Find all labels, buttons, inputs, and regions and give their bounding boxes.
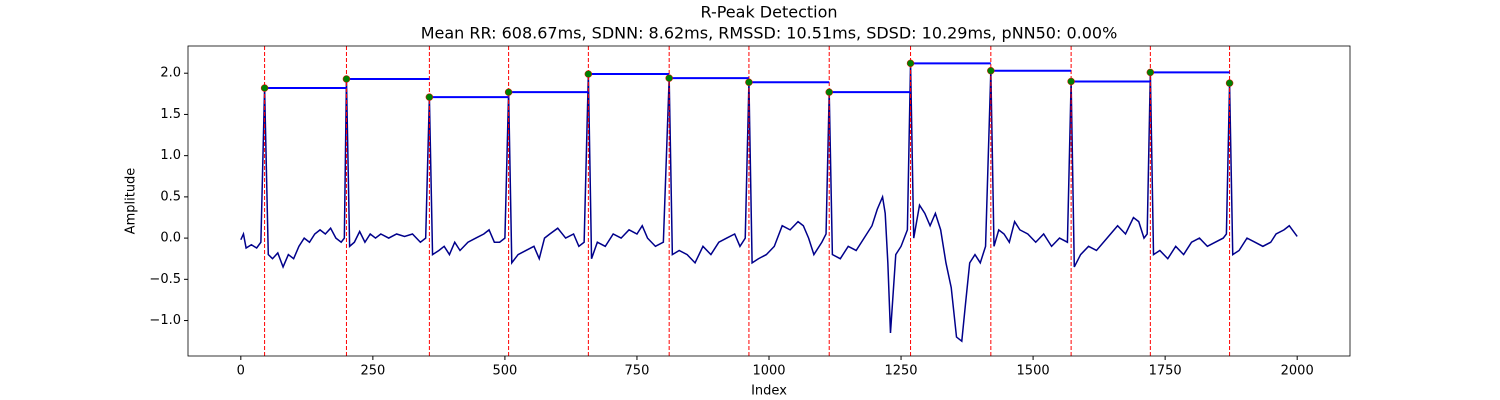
x-tick-label: 1500 [1017,364,1050,379]
signal-line [240,63,1298,343]
peak-marker [1146,68,1155,77]
y-tick-label: 1.0 [160,148,181,163]
y-tick-label: −0.5 [149,272,181,287]
peak-marker [665,74,673,82]
peak-marker [1225,79,1234,87]
y-axis-label: Amplitude [124,168,139,235]
y-tick-label: 0.0 [160,231,181,246]
x-tick-label: 0 [237,364,245,379]
y-tick-label: −1.0 [149,313,181,328]
peak-marker [584,70,593,78]
x-tick-label: 2000 [1281,364,1314,379]
y-tick-label: 0.5 [160,189,181,204]
y-tick-label: 2.0 [160,66,181,81]
x-tick-label: 1750 [1149,364,1182,379]
plot-frame [187,45,1351,357]
peak-marker [825,88,833,96]
peak-marker [425,93,434,101]
x-tick-label: 1250 [884,364,917,379]
chart-subtitle: Mean RR: 608.67ms, SDNN: 8.62ms, RMSSD: … [421,24,1118,43]
peak-marker [260,84,269,92]
peak-marker [342,75,351,83]
peak-marker [504,88,513,96]
y-tick-label: 1.5 [160,107,181,122]
x-tick-label: 750 [625,364,650,379]
peak-marker [1067,77,1075,86]
peak-marker [745,78,753,87]
x-tick-label: 500 [492,364,517,379]
peak-marker [987,66,995,75]
peak-marker [906,59,915,68]
x-tick-label: 250 [360,364,385,379]
x-axis-label: Index [751,384,787,399]
chart-title: R-Peak Detection [700,3,837,22]
x-tick-label: 1000 [752,364,785,379]
